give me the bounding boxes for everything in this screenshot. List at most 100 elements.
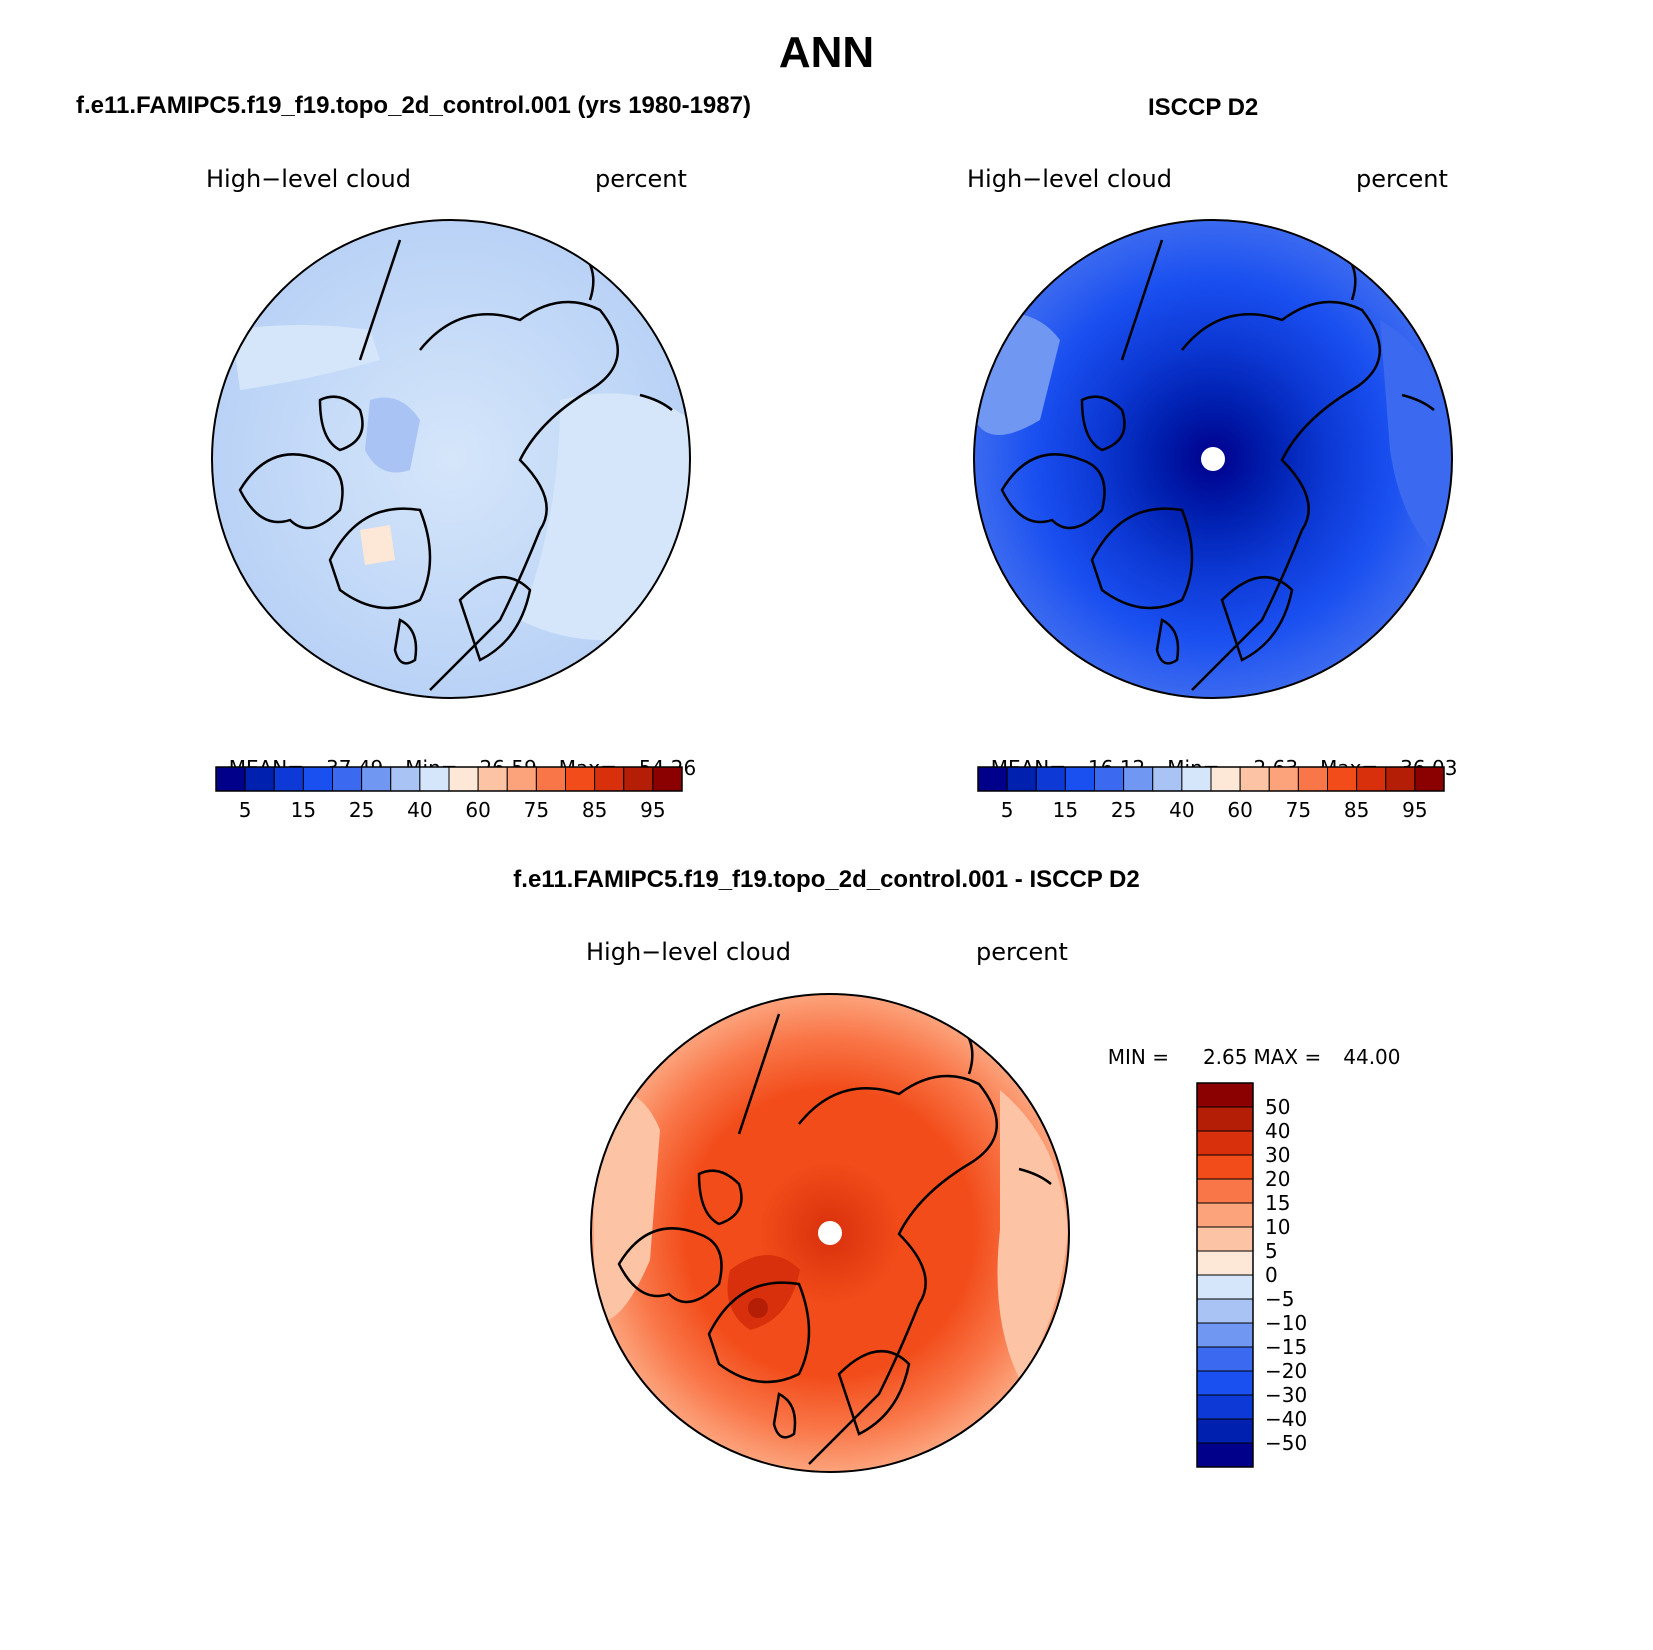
obs-colorbar-swatch <box>1006 766 1037 792</box>
obs-coastlines <box>1000 239 1435 691</box>
model-colorbar-swatch <box>390 766 421 792</box>
diff-colorbar-swatch <box>1196 1370 1254 1396</box>
obs-variable-label: High−level cloud <box>967 165 1172 193</box>
diff-panel-title: f.e11.FAMIPC5.f19_f19.topo_2d_control.00… <box>513 866 1140 893</box>
obs-pole-marker <box>1201 447 1225 471</box>
obs-colorbar: 5 15 25 40 60 75 85 95 <box>977 766 1445 822</box>
model-colorbar-tick-label: 95 <box>640 798 665 822</box>
obs-colorbar-tick-label: 85 <box>1344 798 1369 822</box>
model-colorbar-swatch <box>623 766 654 792</box>
obs-colorbar-tick-label: 40 <box>1169 798 1194 822</box>
model-region-east <box>520 393 690 640</box>
diff-colorbar-swatch <box>1196 1250 1254 1276</box>
diff-min-value: 2.65 <box>1202 1045 1248 1069</box>
diff-colorbar-swatch <box>1196 1346 1254 1372</box>
model-variable-label: High−level cloud <box>206 165 411 193</box>
diff-region-greenland <box>727 1255 800 1330</box>
diff-colorbar-tick-label: −40 <box>1265 1407 1307 1431</box>
model-panel-title: f.e11.FAMIPC5.f19_f19.topo_2d_control.00… <box>76 92 751 119</box>
model-colorbar-swatch <box>506 766 537 792</box>
obs-colorbar-tick-label: 75 <box>1286 798 1311 822</box>
model-region-greenland <box>360 525 395 565</box>
diff-colorbar-tick-label: 5 <box>1265 1239 1278 1263</box>
model-colorbar-swatch <box>215 766 246 792</box>
diff-colorbar-border <box>1196 1082 1254 1468</box>
model-colorbar-tick-label: 15 <box>291 798 316 822</box>
diff-max-value: 44.00 <box>1343 1045 1401 1069</box>
diff-colorbar-swatch <box>1196 1298 1254 1324</box>
model-colorbar-tick-label: 40 <box>407 798 432 822</box>
obs-colorbar-swatch <box>1385 766 1416 792</box>
model-colorbar-swatch <box>273 766 304 792</box>
model-colorbar-swatch <box>448 766 479 792</box>
obs-colorbar-swatch <box>1123 766 1154 792</box>
model-colorbar-swatch <box>302 766 333 792</box>
diff-colorbar-swatch <box>1196 1106 1254 1132</box>
model-colorbar-tick-label: 5 <box>239 798 252 822</box>
diff-region-west <box>592 1088 660 1322</box>
diff-colorbar-swatch <box>1196 1274 1254 1300</box>
model-units-label: percent <box>595 165 687 193</box>
diff-colorbar-swatch <box>1196 1130 1254 1156</box>
diff-colorbar-tick-label: 20 <box>1265 1167 1290 1191</box>
obs-colorbar-swatch <box>1210 766 1241 792</box>
diff-coastlines <box>617 1013 1052 1465</box>
diff-max-label: MAX = <box>1253 1045 1322 1069</box>
diff-colorbar-swatch <box>1196 1322 1254 1348</box>
obs-map-border <box>973 219 1453 699</box>
obs-panel-title: ISCCP D2 <box>1148 94 1259 121</box>
diff-colorbar-swatch <box>1196 1202 1254 1228</box>
diff-map <box>590 993 1070 1473</box>
diff-colorbar-tick-label: 0 <box>1265 1263 1278 1287</box>
obs-colorbar-swatch <box>1356 766 1387 792</box>
model-colorbar-swatch <box>332 766 363 792</box>
model-region-canada <box>365 397 420 473</box>
diff-stats: MIN = 2.65 MAX = 44.00 <box>1095 1021 1401 1069</box>
diff-min-label: MIN = <box>1107 1045 1169 1069</box>
diff-colorbar-swatch <box>1196 1082 1254 1108</box>
model-colorbar-swatch <box>477 766 508 792</box>
model-colorbar-swatch <box>652 766 683 792</box>
model-colorbar-swatch <box>594 766 625 792</box>
model-colorbar-swatch <box>419 766 450 792</box>
model-coastlines <box>238 239 673 691</box>
diff-colorbar-tick-label: 40 <box>1265 1119 1290 1143</box>
diff-colorbar-swatch <box>1196 1154 1254 1180</box>
obs-colorbar-swatch <box>1268 766 1299 792</box>
model-colorbar-tick-label: 25 <box>349 798 374 822</box>
diff-colorbar-swatch <box>1196 1394 1254 1420</box>
obs-colorbar-swatch <box>1094 766 1125 792</box>
diff-map-border <box>590 993 1070 1473</box>
obs-colorbar-swatch <box>1414 766 1445 792</box>
model-colorbar-tick-label: 60 <box>465 798 490 822</box>
model-colorbar-swatch <box>535 766 566 792</box>
diff-colorbar-tick-label: 30 <box>1265 1143 1290 1167</box>
obs-region-east <box>1380 320 1452 560</box>
diff-colorbar-tick-label: −50 <box>1265 1431 1307 1455</box>
obs-colorbar-tick-label: 15 <box>1053 798 1078 822</box>
model-colorbar-tick-label: 85 <box>582 798 607 822</box>
diff-region-east <box>997 1090 1068 1380</box>
obs-colorbar-swatch <box>977 766 1008 792</box>
diff-colorbar-tick-label: 15 <box>1265 1191 1290 1215</box>
model-colorbar-swatch <box>565 766 596 792</box>
diff-colorbar-tick-label: 50 <box>1265 1095 1290 1119</box>
model-colorbar-border <box>215 766 683 792</box>
diff-colorbar-swatch <box>1196 1442 1254 1468</box>
obs-colorbar-swatch <box>1181 766 1212 792</box>
model-map-border <box>211 219 691 699</box>
diff-colorbar-tick-label: −30 <box>1265 1383 1307 1407</box>
diff-variable-label: High−level cloud <box>586 938 791 966</box>
obs-map <box>973 219 1453 699</box>
obs-colorbar-swatch <box>1297 766 1328 792</box>
diff-units-label: percent <box>976 938 1068 966</box>
obs-colorbar-tick-label: 25 <box>1111 798 1136 822</box>
diff-colorbar-tick-label: 10 <box>1265 1215 1290 1239</box>
model-region-low-left <box>232 325 380 390</box>
obs-colorbar-tick-label: 60 <box>1227 798 1252 822</box>
diff-colorbar-tick-label: −5 <box>1265 1287 1294 1311</box>
obs-colorbar-border <box>977 766 1445 792</box>
diff-colorbar-tick-label: −20 <box>1265 1359 1307 1383</box>
obs-colorbar-tick-label: 5 <box>1001 798 1014 822</box>
